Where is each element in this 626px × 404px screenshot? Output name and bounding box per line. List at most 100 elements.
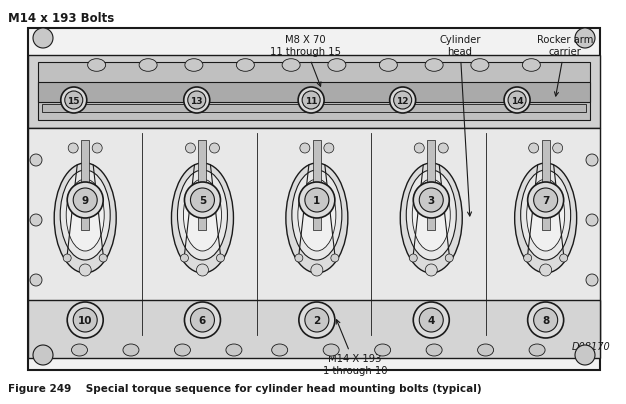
Circle shape [528,302,563,338]
Circle shape [575,345,595,365]
Text: 6: 6 [199,316,206,326]
Circle shape [30,154,42,166]
Circle shape [419,308,443,332]
Ellipse shape [328,59,346,71]
Circle shape [331,254,339,262]
Circle shape [409,254,418,262]
Ellipse shape [88,59,106,71]
Text: 3: 3 [428,196,435,206]
Circle shape [99,254,107,262]
Ellipse shape [323,344,339,356]
Ellipse shape [292,170,342,260]
Text: M14 X 193
1 through 10: M14 X 193 1 through 10 [323,320,387,376]
Ellipse shape [60,170,110,260]
Circle shape [508,91,526,109]
Ellipse shape [183,179,222,251]
Text: 1: 1 [313,196,321,206]
Circle shape [413,182,449,218]
Ellipse shape [522,59,540,71]
Circle shape [533,308,558,332]
Text: 8: 8 [542,316,549,326]
Circle shape [217,254,225,262]
Circle shape [575,28,595,48]
Ellipse shape [175,344,190,356]
Ellipse shape [426,344,442,356]
Circle shape [299,182,335,218]
Ellipse shape [71,344,88,356]
Circle shape [80,264,91,276]
Ellipse shape [471,59,489,71]
Ellipse shape [406,170,456,260]
Circle shape [302,91,320,109]
Ellipse shape [286,163,348,273]
Circle shape [210,143,220,153]
Circle shape [73,188,97,212]
Circle shape [394,91,412,109]
Circle shape [61,87,87,113]
Bar [313,140,321,230]
Ellipse shape [425,59,443,71]
Circle shape [300,143,310,153]
Circle shape [414,143,424,153]
Circle shape [188,91,206,109]
Ellipse shape [54,163,116,273]
Circle shape [529,143,538,153]
Ellipse shape [237,59,254,71]
Circle shape [438,143,448,153]
Text: Figure 249    Special torque sequence for cylinder head mounting bolts (typical): Figure 249 Special torque sequence for c… [8,384,481,394]
Ellipse shape [177,170,227,260]
Text: 5: 5 [199,196,206,206]
Circle shape [425,264,437,276]
Bar [38,62,590,120]
Bar [428,140,435,230]
Text: 10: 10 [78,316,93,326]
Circle shape [185,182,220,218]
Bar [28,28,600,370]
Ellipse shape [478,344,493,356]
Text: 2: 2 [313,316,321,326]
Bar [81,140,89,230]
Ellipse shape [298,179,336,251]
Circle shape [504,87,530,113]
Circle shape [295,254,303,262]
Ellipse shape [526,179,565,251]
Ellipse shape [374,344,391,356]
Circle shape [64,91,83,109]
Ellipse shape [66,179,104,251]
Circle shape [180,254,188,262]
Text: 7: 7 [542,196,550,206]
Circle shape [305,308,329,332]
Text: 14: 14 [511,97,523,105]
Text: 4: 4 [428,316,435,326]
Bar [38,82,590,102]
Ellipse shape [272,344,288,356]
Ellipse shape [282,59,300,71]
Ellipse shape [123,344,139,356]
Ellipse shape [413,179,450,251]
Circle shape [33,28,53,48]
Bar [42,104,586,112]
Ellipse shape [226,344,242,356]
Ellipse shape [400,163,462,273]
Circle shape [190,188,215,212]
Circle shape [524,254,531,262]
Circle shape [299,302,335,338]
Text: 12: 12 [396,97,409,105]
Text: D08170: D08170 [572,342,610,352]
Circle shape [586,214,598,226]
Circle shape [560,254,568,262]
Circle shape [63,254,71,262]
Circle shape [389,87,416,113]
Ellipse shape [515,163,577,273]
Circle shape [311,264,323,276]
Ellipse shape [139,59,157,71]
Circle shape [305,188,329,212]
Circle shape [445,254,453,262]
Bar [28,55,600,128]
Circle shape [540,264,552,276]
Text: M8 X 70
11 through 15: M8 X 70 11 through 15 [270,35,341,86]
Ellipse shape [529,344,545,356]
Circle shape [67,302,103,338]
Text: 13: 13 [190,97,203,105]
Circle shape [184,87,210,113]
